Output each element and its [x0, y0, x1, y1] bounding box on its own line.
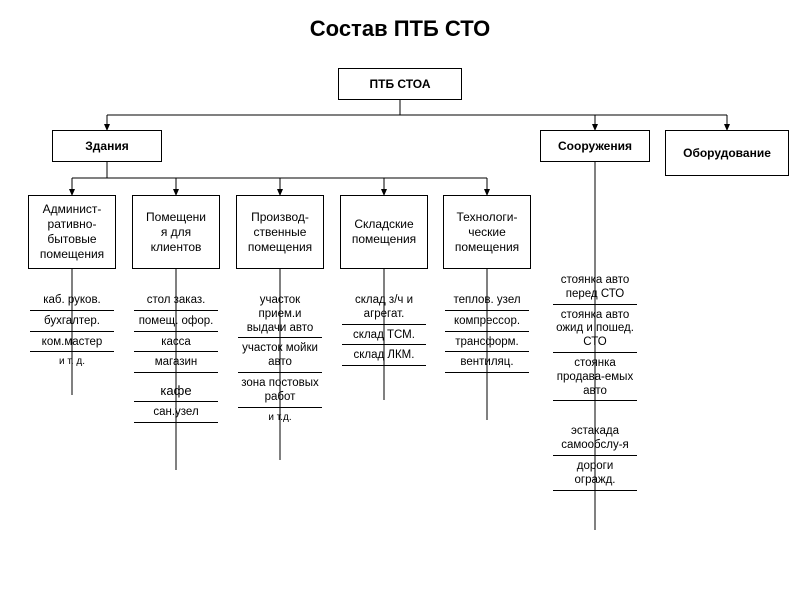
- leaf-item: стоянка авто ожид и пошед. СТО: [553, 305, 637, 353]
- node-prod: Производ-ственныепомещения: [236, 195, 324, 269]
- leaf-item: эстакада самообслу-я: [553, 421, 637, 456]
- leaf-item: теплов. узел: [445, 290, 529, 311]
- leaf-item: сан.узел: [134, 402, 218, 423]
- leaf-item: вентиляц.: [445, 352, 529, 373]
- leaf-item: бухгалтер.: [30, 311, 114, 332]
- root-node: ПТБ СТОА: [338, 68, 462, 100]
- leaf-item: касса: [134, 332, 218, 353]
- leaf-item: склад ТСМ.: [342, 325, 426, 346]
- leaf-item: склад з/ч и агрегат.: [342, 290, 426, 325]
- leaf-item: ком.мастер: [30, 332, 114, 353]
- leaf-item: помещ. офор.: [134, 311, 218, 332]
- leaf-col-client: стол заказ. помещ. офор. касса магазин к…: [134, 290, 218, 423]
- node-tech: Технологи-ческиепомещения: [443, 195, 531, 269]
- leaf-item: и т. д.: [30, 352, 114, 370]
- node-admin: Админист-ративно-бытовыепомещения: [28, 195, 116, 269]
- leaf-col-store: склад з/ч и агрегат. склад ТСМ. склад ЛК…: [342, 290, 426, 366]
- leaf-col-prod: участок прием.и выдачи авто участок мойк…: [238, 290, 322, 426]
- leaf-item: стоянка продава-емых авто: [553, 353, 637, 401]
- node-equipment: Оборудование: [665, 130, 789, 176]
- leaf-col-admin: каб. руков. бухгалтер. ком.мастер и т. д…: [30, 290, 114, 370]
- node-client: Помещения дляклиентов: [132, 195, 220, 269]
- leaf-col-structures: стоянка авто перед СТО стоянка авто ожид…: [553, 270, 637, 491]
- page-title: Состав ПТБ СТО: [0, 16, 800, 42]
- leaf-item: кафе: [134, 373, 218, 402]
- leaf-item: стоянка авто перед СТО: [553, 270, 637, 305]
- leaf-item: склад ЛКМ.: [342, 345, 426, 366]
- leaf-item: участок мойки авто: [238, 338, 322, 373]
- leaf-item: трансформ.: [445, 332, 529, 353]
- leaf-item: и т.д.: [238, 408, 322, 426]
- leaf-item: компрессор.: [445, 311, 529, 332]
- leaf-item: каб. руков.: [30, 290, 114, 311]
- leaf-item: участок прием.и выдачи авто: [238, 290, 322, 338]
- leaf-item: магазин: [134, 352, 218, 373]
- node-store: Складскиепомещения: [340, 195, 428, 269]
- leaf-col-tech: теплов. узел компрессор. трансформ. вент…: [445, 290, 529, 373]
- leaf-item: дороги огражд.: [553, 456, 637, 491]
- leaf-item: зона постовых работ: [238, 373, 322, 408]
- leaf-item: стол заказ.: [134, 290, 218, 311]
- node-structures: Сооружения: [540, 130, 650, 162]
- node-buildings: Здания: [52, 130, 162, 162]
